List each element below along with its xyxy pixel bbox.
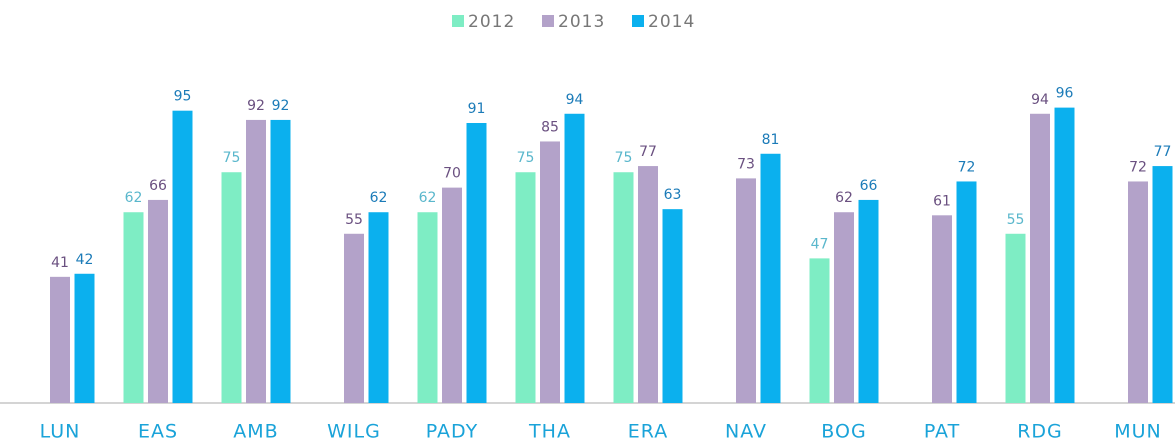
- legend-swatch: [452, 15, 464, 27]
- bar: [172, 110, 193, 403]
- x-tick-label: RDG: [1017, 421, 1063, 441]
- data-label: 55: [1007, 212, 1025, 228]
- x-tick-label: AMB: [233, 421, 278, 441]
- bar: [1005, 233, 1026, 403]
- x-tick-label: EAS: [138, 421, 178, 441]
- bar: [246, 119, 266, 403]
- bar: [148, 199, 168, 403]
- bar: [613, 172, 634, 403]
- bar: [417, 212, 438, 403]
- bar: [1128, 181, 1148, 403]
- bar: [50, 276, 70, 403]
- data-label: 42: [76, 252, 94, 268]
- bar: [1152, 166, 1173, 403]
- data-label: 92: [247, 98, 265, 114]
- bar: [932, 215, 952, 403]
- x-tick-label: ERA: [628, 421, 668, 441]
- x-tick-label: NAV: [725, 421, 767, 441]
- legend-label: 2013: [558, 12, 605, 32]
- bar: [466, 123, 487, 403]
- data-label: 63: [664, 187, 682, 203]
- legend-label: 2014: [648, 12, 695, 32]
- data-label: 75: [615, 150, 633, 166]
- data-label: 70: [443, 166, 461, 182]
- x-tick-label: THA: [528, 421, 571, 441]
- data-label: 62: [370, 190, 388, 206]
- bar: [1054, 107, 1075, 403]
- bar: [344, 233, 364, 403]
- bar: [221, 172, 242, 403]
- bar: [858, 199, 879, 403]
- legend-swatch: [542, 15, 554, 27]
- data-label: 73: [737, 156, 755, 172]
- data-label: 75: [223, 150, 241, 166]
- data-label: 61: [933, 193, 951, 209]
- bar: [834, 212, 854, 403]
- bar: [638, 166, 658, 403]
- bar: [956, 181, 977, 403]
- bar: [270, 119, 291, 403]
- data-label: 72: [1129, 159, 1147, 175]
- data-label: 75: [517, 150, 535, 166]
- data-label: 77: [639, 144, 657, 160]
- data-label: 94: [1031, 92, 1049, 108]
- data-label: 91: [468, 101, 486, 117]
- data-label: 41: [51, 255, 69, 271]
- data-label: 62: [125, 190, 143, 206]
- data-label: 55: [345, 212, 363, 228]
- legend-swatch: [632, 15, 644, 27]
- data-label: 72: [958, 159, 976, 175]
- data-label: 95: [174, 89, 192, 105]
- x-tick-label: PAT: [924, 421, 960, 441]
- data-label: 85: [541, 119, 559, 135]
- bar: [736, 178, 756, 403]
- data-label: 66: [149, 178, 167, 194]
- bar: [760, 153, 781, 403]
- x-tick-label: LUN: [40, 421, 81, 441]
- data-label: 81: [762, 132, 780, 148]
- bar: [809, 258, 830, 403]
- bar: [123, 212, 144, 403]
- bar: [662, 209, 683, 403]
- bar: [540, 141, 560, 403]
- bar: [564, 113, 585, 404]
- legend-label: 2012: [468, 12, 515, 32]
- bar: [442, 187, 462, 403]
- x-tick-label: MUN: [1114, 421, 1162, 441]
- data-label: 62: [419, 190, 437, 206]
- bar: [368, 212, 389, 403]
- bar: [74, 273, 95, 403]
- x-tick-label: BOG: [821, 421, 866, 441]
- data-label: 47: [811, 236, 829, 252]
- data-label: 77: [1154, 144, 1172, 160]
- data-label: 96: [1056, 86, 1074, 102]
- data-label: 94: [566, 92, 584, 108]
- data-label: 92: [272, 98, 290, 114]
- data-label: 66: [860, 178, 878, 194]
- bar: [1030, 113, 1050, 404]
- x-tick-label: PADY: [426, 421, 478, 441]
- bar: [515, 172, 536, 403]
- data-label: 62: [835, 190, 853, 206]
- x-tick-label: WILG: [327, 421, 381, 441]
